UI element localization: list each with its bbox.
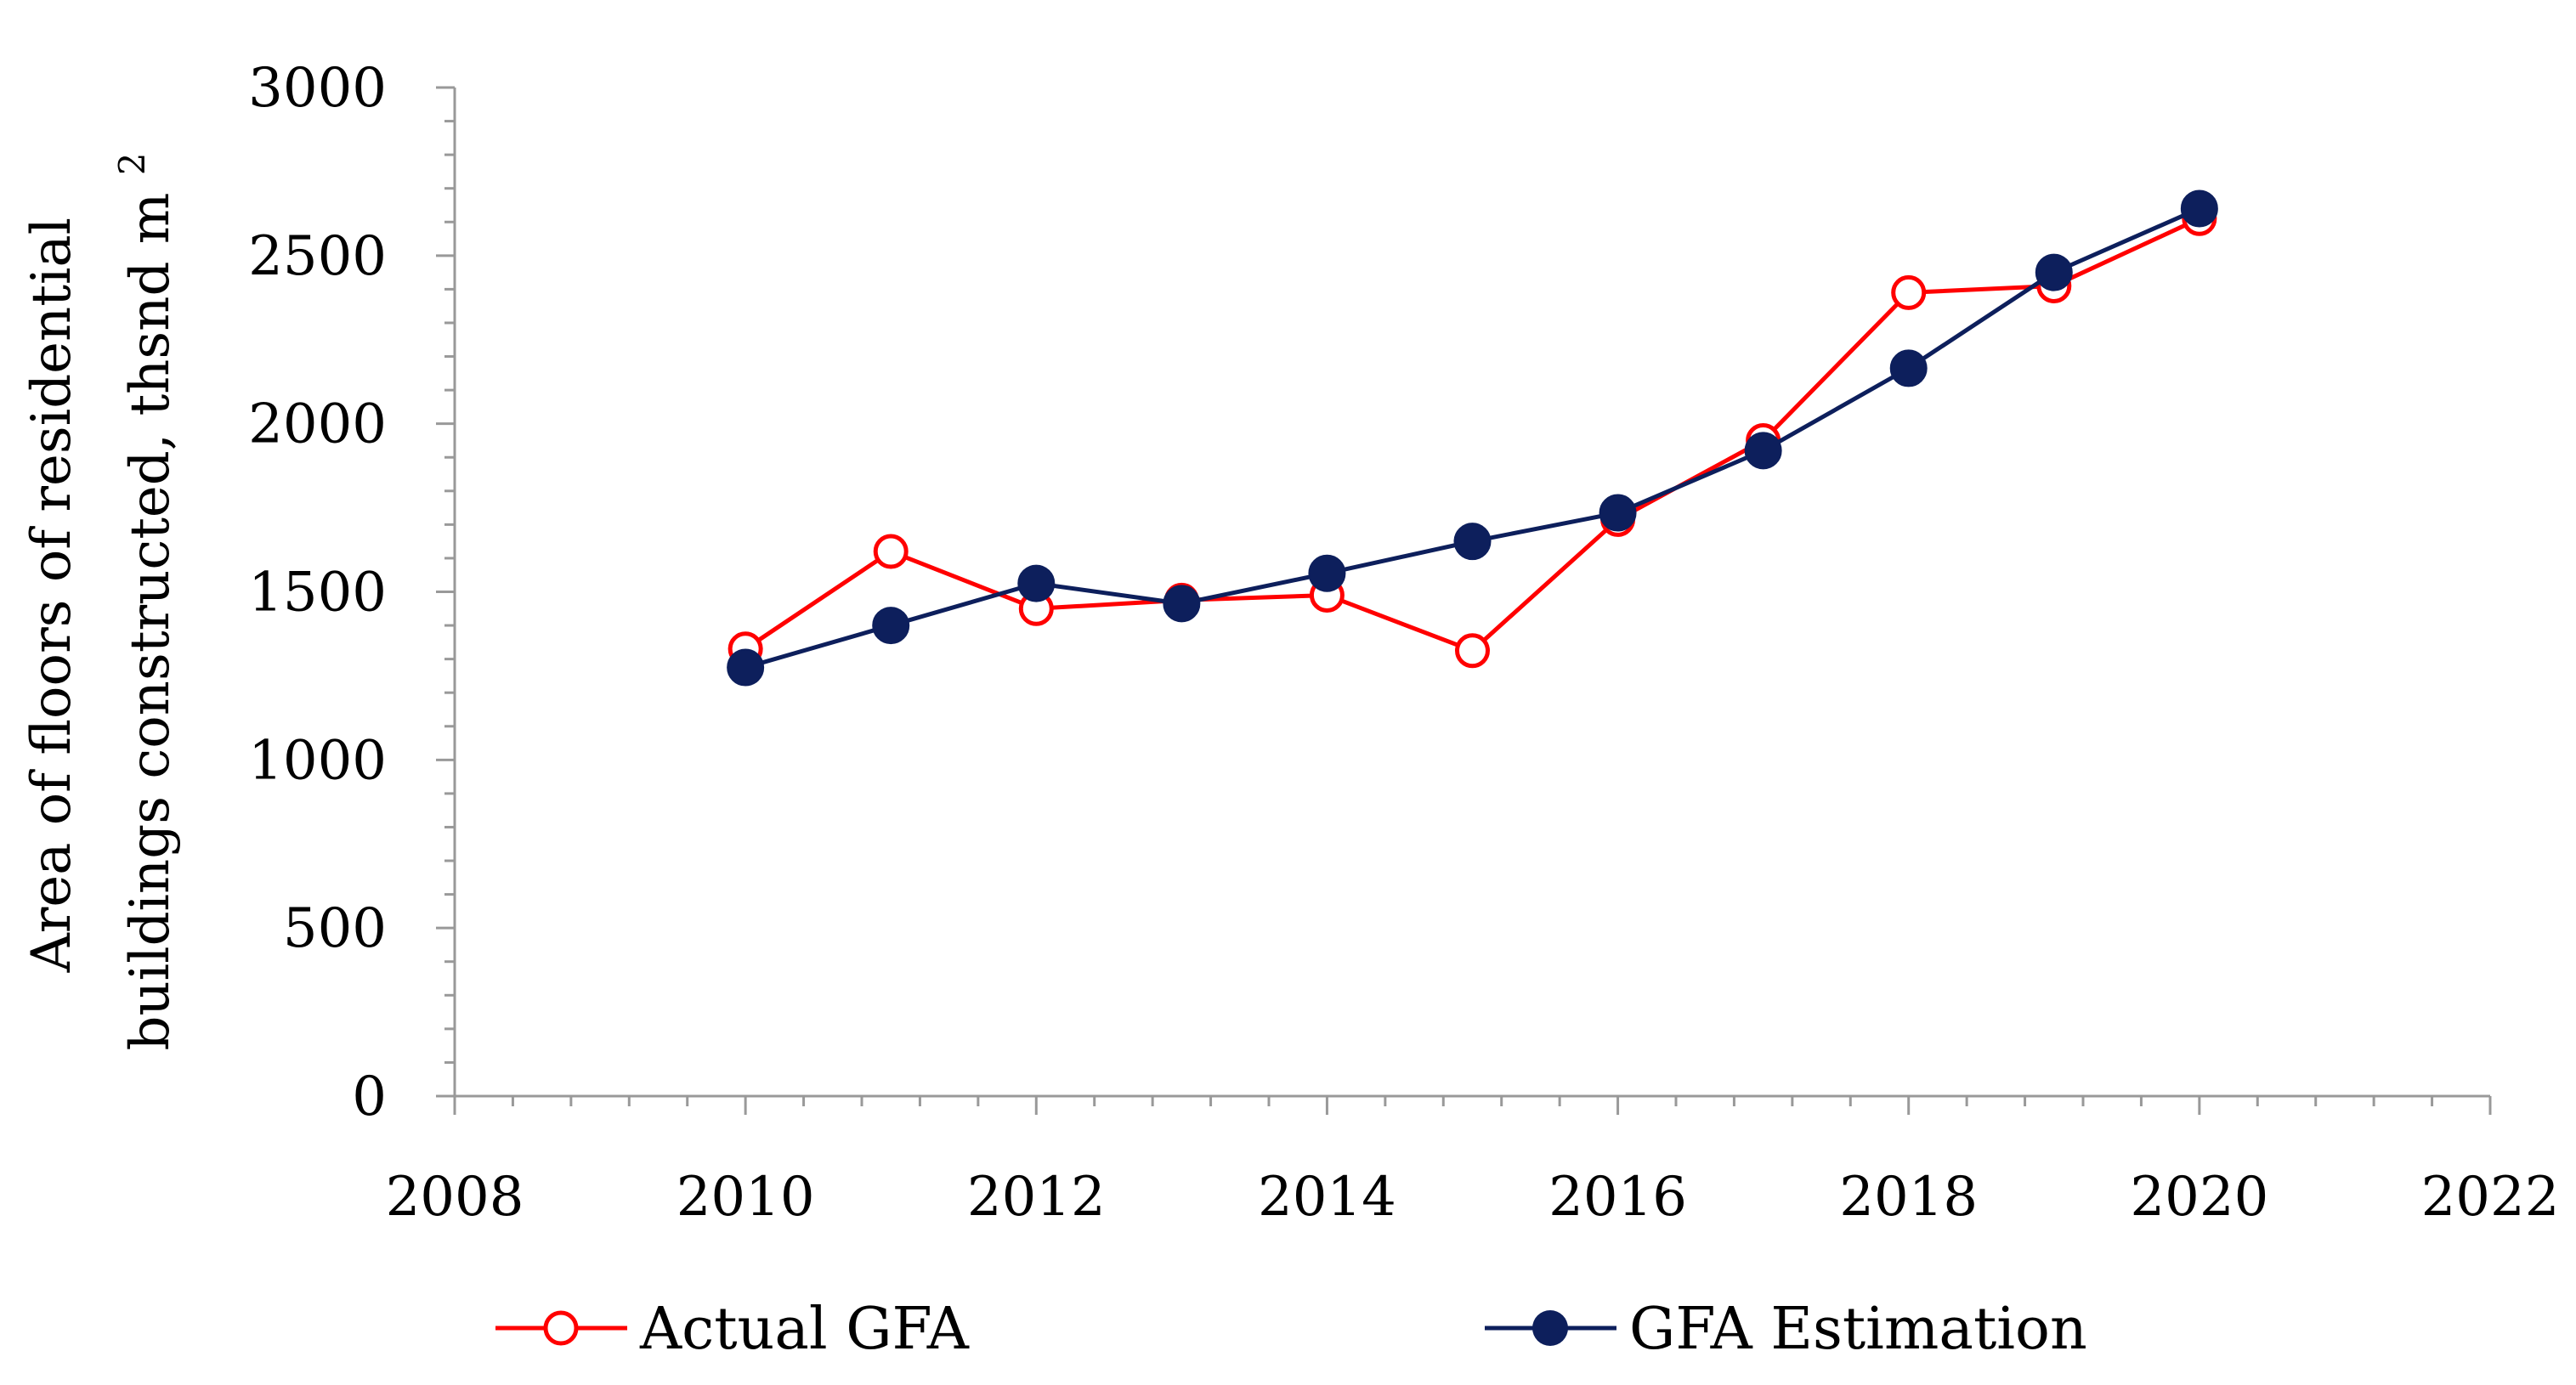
y-axis-title-superscript: 2 <box>111 152 153 175</box>
legend-item-2: GFA Estimation <box>1485 1296 2087 1363</box>
y-tick-label: 3000 <box>248 57 387 120</box>
series-layer <box>727 189 2218 687</box>
data-point <box>1017 564 1056 602</box>
data-point <box>873 534 909 569</box>
data-point <box>1308 554 1346 592</box>
y-tick-label: 2500 <box>248 225 387 288</box>
x-tick-label: 2016 <box>1548 1166 1687 1229</box>
x-ticks: 2008 2010 2012 2014 2016 2018 2020 2022 <box>386 1096 2560 1229</box>
data-point <box>2035 253 2073 291</box>
y-tick-label: 500 <box>283 897 387 960</box>
data-point <box>1163 585 1201 623</box>
data-point <box>2180 189 2218 228</box>
x-tick-label: 2022 <box>2421 1166 2560 1229</box>
y-tick-label: 1500 <box>248 562 387 625</box>
legend: Actual GFA GFA Estimation <box>495 1296 2087 1363</box>
x-tick-label: 2010 <box>677 1166 815 1229</box>
y-axis-title: Area of floors of residential buildings … <box>20 152 182 1050</box>
data-point <box>872 607 910 645</box>
y-tick-label: 2000 <box>248 393 387 456</box>
legend-label: Actual GFA <box>639 1296 970 1363</box>
series-1 <box>728 201 2217 669</box>
y-tick-label: 0 <box>352 1066 387 1128</box>
series-line <box>744 206 2200 670</box>
y-ticks: 0 500 1000 1500 2000 2500 3000 <box>248 57 455 1128</box>
x-tick-label: 2018 <box>1839 1166 1978 1229</box>
data-point <box>1599 494 1637 532</box>
data-point <box>1453 523 1492 561</box>
legend-label: GFA Estimation <box>1629 1296 2087 1363</box>
data-point <box>727 648 765 687</box>
legend-item-1: Actual GFA <box>495 1296 970 1363</box>
x-tick-label: 2012 <box>967 1166 1106 1229</box>
axes: 0 500 1000 1500 2000 2500 3000 2008 2010 2012 201… <box>248 57 2559 1229</box>
x-tick-label: 2008 <box>386 1166 524 1229</box>
series-2 <box>727 189 2218 687</box>
legend-marker <box>1532 1310 1568 1346</box>
series-line <box>744 217 2200 653</box>
data-point <box>1744 432 1782 470</box>
data-point <box>1889 349 1928 387</box>
data-point <box>1455 633 1490 669</box>
legend-marker <box>543 1310 579 1346</box>
y-axis-title-line1: Area of floors of residential <box>20 218 83 974</box>
x-tick-label: 2020 <box>2130 1166 2268 1229</box>
data-point <box>1891 274 1927 310</box>
y-tick-label: 1000 <box>248 729 387 792</box>
y-axis-title-line2: buildings constructed, thsnd m <box>119 193 182 1051</box>
x-tick-label: 2014 <box>1258 1166 1396 1229</box>
